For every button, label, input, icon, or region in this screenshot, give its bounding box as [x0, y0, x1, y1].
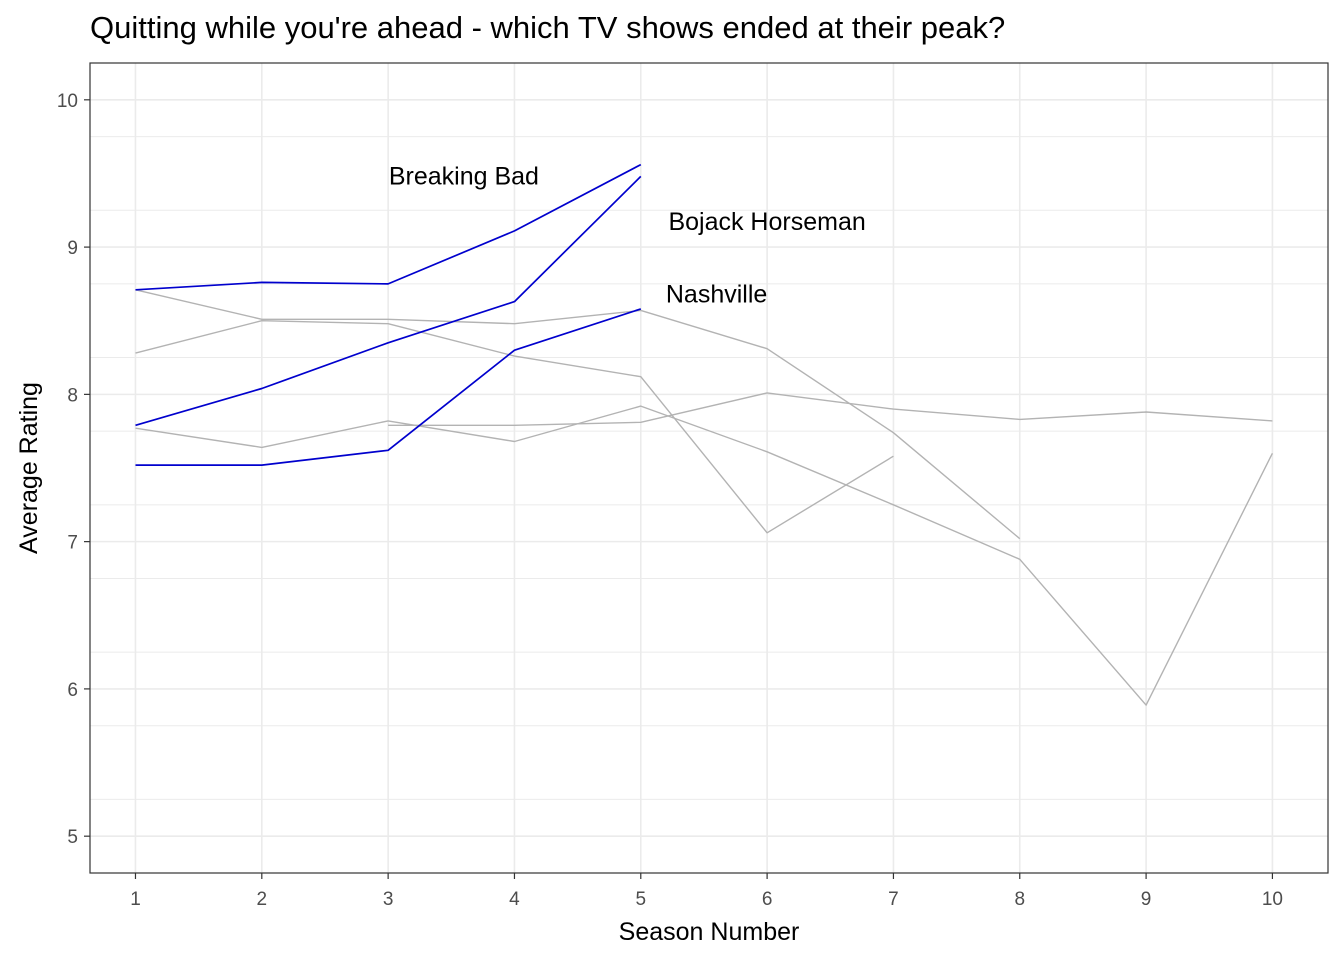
chart-title: Quitting while you're ahead - which TV s… — [90, 10, 1006, 45]
series-line-highlighted — [135, 163, 642, 291]
y-tick-label: 5 — [67, 827, 78, 848]
x-tick-label: 1 — [130, 889, 141, 910]
series-line-other — [135, 320, 894, 534]
annotation-label: Nashville — [666, 280, 767, 308]
series-line-other — [388, 392, 1273, 426]
grid-lines — [90, 62, 1328, 874]
x-tick-label: 6 — [762, 889, 773, 910]
series-lines — [135, 163, 1274, 706]
x-tick-label: 5 — [635, 889, 646, 910]
annotation-label: Breaking Bad — [389, 162, 539, 190]
x-axis: 1 2 3 4 5 6 7 8 9 10 — [130, 873, 1283, 910]
series-line-highlighted — [135, 308, 642, 466]
x-tick-label: 4 — [509, 889, 520, 910]
x-tick-label: 10 — [1262, 889, 1283, 910]
panel-border — [89, 62, 1329, 874]
y-tick-label: 6 — [67, 680, 78, 701]
x-tick-label: 8 — [1014, 889, 1025, 910]
x-tick-label: 7 — [888, 889, 899, 910]
y-axis-title: Average Rating — [15, 382, 43, 554]
y-tick-label: 7 — [67, 533, 78, 554]
x-tick-label: 2 — [257, 889, 268, 910]
x-tick-label: 9 — [1141, 889, 1152, 910]
annotations: Breaking Bad Bojack Horseman Nashville — [389, 162, 866, 308]
x-tick-label: 3 — [383, 889, 394, 910]
x-axis-title: Season Number — [619, 918, 800, 946]
y-tick-label: 9 — [67, 238, 78, 259]
series-line-highlighted — [135, 175, 642, 427]
y-tick-label: 8 — [67, 385, 78, 406]
y-tick-label: 10 — [57, 91, 78, 112]
annotation-label: Bojack Horseman — [668, 208, 865, 236]
y-axis: 5 6 7 8 9 10 — [57, 91, 90, 848]
series-line-other — [135, 405, 1274, 706]
series-line-other — [135, 289, 1021, 540]
